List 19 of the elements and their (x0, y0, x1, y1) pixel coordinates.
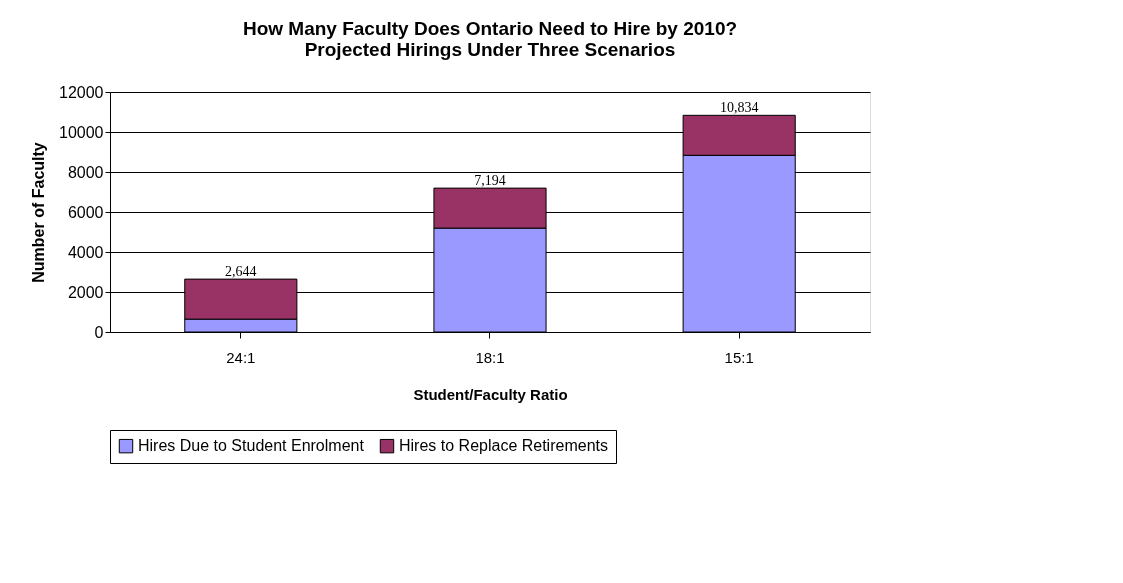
total-label: 2,644 (225, 264, 257, 280)
y-tick-label: 8000 (67, 163, 104, 181)
x-tick-label: 15:1 (724, 348, 754, 366)
y-tick-label: 4000 (67, 243, 104, 261)
total-label: 10,834 (719, 100, 759, 116)
y-tick-label: 0 (94, 323, 104, 341)
y-tick-label: 12000 (59, 83, 104, 101)
text: How Many Faculty Does Ontario Need to Hire by 2010? (242, 18, 738, 39)
legend-label: Hires to Replace Retirements (399, 437, 608, 455)
total-label: 7,194 (474, 173, 506, 189)
y-tick-label: 10000 (59, 123, 104, 141)
x-axis-title: Student/Faculty Ratio (413, 385, 568, 403)
y-axis-title: Number of Faculty (30, 142, 48, 283)
text: Projected Hirings Under Three Scenarios (304, 39, 676, 60)
x-tick-label: 24:1 (226, 348, 256, 366)
x-tick-label: 18:1 (475, 348, 505, 366)
y-tick-label: 2000 (67, 283, 104, 301)
legend-label: Hires Due to Student Enrolment (138, 437, 365, 455)
y-tick-label: 6000 (67, 203, 104, 221)
